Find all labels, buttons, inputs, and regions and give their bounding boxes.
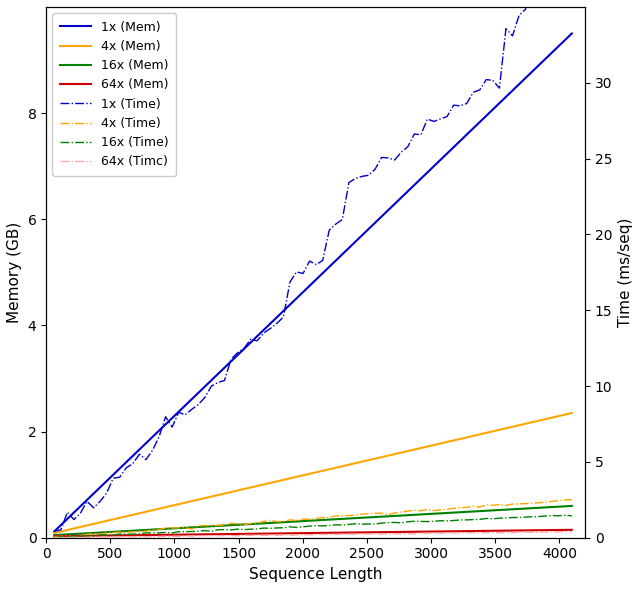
64x (Timc) xyxy=(384,530,392,537)
Line: 4x (Time): 4x (Time) xyxy=(54,499,572,537)
64x (Timc) xyxy=(280,531,287,538)
64x (Timc) xyxy=(568,528,575,535)
1x (Mem) xyxy=(404,188,412,195)
Line: 4x (Mem): 4x (Mem) xyxy=(54,413,572,533)
4x (Mem) xyxy=(51,530,58,537)
4x (Time) xyxy=(371,509,379,517)
1x (Mem) xyxy=(384,207,392,214)
1x (Time) xyxy=(509,32,516,39)
1x (Mem) xyxy=(568,30,575,37)
1x (Mem) xyxy=(51,528,58,535)
64x (Mem) xyxy=(358,529,366,536)
16x (Time) xyxy=(280,524,287,531)
16x (Mem) xyxy=(280,519,287,526)
64x (Mem) xyxy=(404,528,412,535)
64x (Mem) xyxy=(51,532,58,540)
64x (Timc) xyxy=(51,534,58,541)
4x (Mem) xyxy=(365,456,372,464)
64x (Mem) xyxy=(568,527,575,534)
4x (Time) xyxy=(365,510,372,517)
16x (Time) xyxy=(384,519,392,526)
Y-axis label: Time (ms/seq): Time (ms/seq) xyxy=(618,218,633,327)
4x (Time) xyxy=(568,496,575,503)
4x (Mem) xyxy=(568,409,575,416)
1x (Time) xyxy=(365,172,372,179)
16x (Time) xyxy=(358,521,366,528)
16x (Time) xyxy=(404,518,412,525)
1x (Mem) xyxy=(280,307,287,315)
64x (Mem) xyxy=(280,530,287,537)
4x (Time) xyxy=(410,507,418,514)
1x (Time) xyxy=(404,143,412,150)
64x (Timc) xyxy=(365,531,372,538)
16x (Time) xyxy=(509,514,516,521)
4x (Mem) xyxy=(384,452,392,459)
4x (Mem) xyxy=(404,448,412,455)
16x (Mem) xyxy=(51,532,58,539)
4x (Time) xyxy=(286,516,294,523)
64x (Timc) xyxy=(509,529,516,536)
1x (Mem) xyxy=(509,87,516,94)
1x (Mem) xyxy=(365,226,372,233)
X-axis label: Sequence Length: Sequence Length xyxy=(249,567,382,582)
4x (Time) xyxy=(391,509,399,517)
16x (Time) xyxy=(51,534,58,541)
64x (Mem) xyxy=(509,527,516,534)
Line: 1x (Mem): 1x (Mem) xyxy=(54,34,572,531)
1x (Time) xyxy=(51,528,58,535)
4x (Time) xyxy=(70,534,78,541)
16x (Time) xyxy=(365,520,372,527)
Line: 16x (Mem): 16x (Mem) xyxy=(54,506,572,535)
4x (Mem) xyxy=(509,423,516,431)
16x (Mem) xyxy=(404,512,412,519)
16x (Time) xyxy=(568,512,575,519)
Line: 16x (Time): 16x (Time) xyxy=(54,515,572,538)
1x (Time) xyxy=(358,173,366,180)
64x (Timc) xyxy=(561,528,569,535)
16x (Mem) xyxy=(365,514,372,521)
16x (Mem) xyxy=(358,514,366,521)
Line: 64x (Timc): 64x (Timc) xyxy=(54,532,572,538)
16x (Mem) xyxy=(509,506,516,513)
16x (Time) xyxy=(561,512,569,519)
1x (Mem) xyxy=(358,232,366,239)
Y-axis label: Memory (GB): Memory (GB) xyxy=(7,221,22,323)
4x (Mem) xyxy=(280,477,287,484)
16x (Mem) xyxy=(568,502,575,509)
Legend: 1x (Mem), 4x (Mem), 16x (Mem), 64x (Mem), 1x (Time), 4x (Time), 16x (Time), 64x : 1x (Mem), 4x (Mem), 16x (Mem), 64x (Mem)… xyxy=(52,13,176,176)
Line: 1x (Time): 1x (Time) xyxy=(54,0,572,531)
1x (Time) xyxy=(280,313,287,320)
16x (Mem) xyxy=(384,513,392,520)
4x (Mem) xyxy=(358,458,366,465)
64x (Mem) xyxy=(384,528,392,535)
Line: 64x (Mem): 64x (Mem) xyxy=(54,530,572,536)
64x (Timc) xyxy=(404,530,412,537)
4x (Time) xyxy=(51,533,58,540)
64x (Timc) xyxy=(358,531,366,538)
4x (Time) xyxy=(515,500,523,507)
1x (Time) xyxy=(384,154,392,161)
64x (Mem) xyxy=(365,529,372,536)
